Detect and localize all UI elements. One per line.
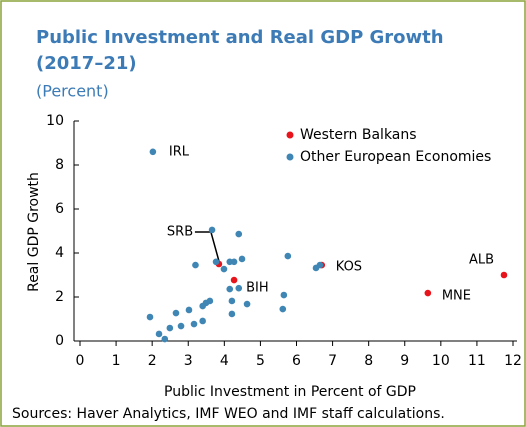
data-point xyxy=(226,285,234,293)
x-tick-label: 2 xyxy=(148,353,157,369)
data-point xyxy=(243,300,251,308)
source-note: Sources: Haver Analytics, IMF WEO and IM… xyxy=(12,406,445,422)
data-point xyxy=(279,305,287,313)
data-point xyxy=(208,226,216,234)
chart-title: Public Investment and Real GDP Growth xyxy=(36,27,444,48)
data-point xyxy=(235,284,243,292)
data-point xyxy=(190,320,198,328)
y-axis-label: Real GDP Growth xyxy=(26,172,42,292)
data-point xyxy=(230,258,238,266)
y-tick-label: 8 xyxy=(55,157,64,173)
x-tick-label: 9 xyxy=(400,353,409,369)
data-point xyxy=(500,271,508,279)
data-point xyxy=(220,265,228,273)
chart-title: (2017–21) xyxy=(36,53,137,74)
x-tick-label: 7 xyxy=(328,353,337,369)
point-label: KOS xyxy=(336,260,362,275)
y-tick-label: 4 xyxy=(55,245,64,261)
legend-marker xyxy=(286,153,294,161)
data-point xyxy=(230,276,238,284)
data-point xyxy=(238,255,246,263)
data-point xyxy=(284,252,292,260)
data-point xyxy=(166,324,174,332)
leader-line xyxy=(194,231,220,262)
y-tick-label: 6 xyxy=(55,201,64,217)
point-label: IRL xyxy=(169,144,190,159)
data-point xyxy=(155,330,163,338)
x-tick-label: 5 xyxy=(256,353,265,369)
data-point xyxy=(192,261,199,269)
x-axis-label: Public Investment in Percent of GDP xyxy=(164,384,416,400)
point-label: MNE xyxy=(442,289,471,304)
y-tick-label: 10 xyxy=(46,113,64,129)
data-point xyxy=(199,317,206,325)
x-tick-label: 0 xyxy=(76,353,85,369)
data-point xyxy=(185,306,193,314)
legend-label: Western Balkans xyxy=(300,127,417,143)
x-tick-label: 8 xyxy=(364,353,373,369)
x-tick-label: 6 xyxy=(292,353,301,369)
data-point xyxy=(199,302,206,310)
data-point xyxy=(177,322,185,330)
x-tick-label: 1 xyxy=(112,353,121,369)
legend-marker xyxy=(286,131,294,139)
legend-label: Other European Economies xyxy=(300,149,491,165)
data-point xyxy=(424,289,432,297)
chart-subtitle: (Percent) xyxy=(36,82,109,101)
data-point xyxy=(228,310,236,318)
x-tick-label: 10 xyxy=(432,353,450,369)
data-point xyxy=(316,261,324,269)
data-point xyxy=(161,335,169,343)
x-tick-label: 4 xyxy=(220,353,229,369)
y-tick-label: 2 xyxy=(55,289,64,305)
x-tick-label: 12 xyxy=(504,353,522,369)
data-point xyxy=(228,297,236,305)
data-point xyxy=(149,148,157,156)
point-label: ALB xyxy=(469,253,494,268)
point-label: SRB xyxy=(167,225,193,240)
y-tick-label: 0 xyxy=(55,333,64,349)
data-point xyxy=(146,313,154,321)
data-point xyxy=(212,258,220,266)
data-point xyxy=(280,291,288,299)
x-tick-label: 11 xyxy=(468,353,486,369)
data-point xyxy=(235,230,243,238)
data-point xyxy=(172,309,180,317)
x-tick-label: 3 xyxy=(184,353,193,369)
point-label: BIH xyxy=(246,281,269,296)
